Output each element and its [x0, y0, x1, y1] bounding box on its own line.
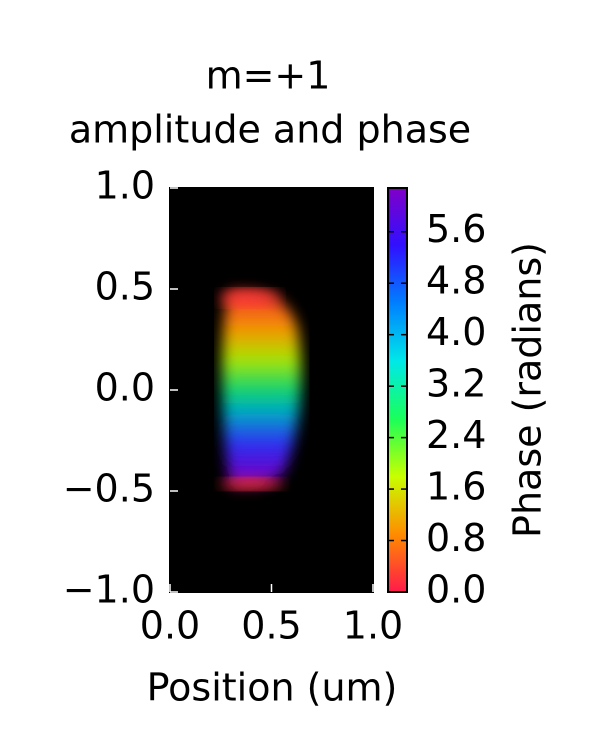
colorbar-tick-label: 0.0	[426, 568, 486, 612]
colorbar-label: Phase (radians)	[506, 242, 550, 538]
y-tick-label: 0.0	[95, 366, 155, 410]
colorbar-tick-label: 0.8	[426, 516, 486, 560]
colorbar	[387, 187, 408, 593]
x-tick-label: 0.0	[140, 604, 200, 648]
colorbar-tick-label: 1.6	[426, 465, 486, 509]
y-tick-label: 0.5	[95, 265, 155, 309]
chart-title: amplitude and phase	[69, 108, 471, 152]
x-tick-label: 0.5	[241, 604, 301, 648]
x-axis-label: Position (um)	[147, 666, 398, 710]
field-image	[220, 289, 302, 490]
colorbar-tick-label: 5.6	[426, 207, 486, 251]
y-tick-label: −0.5	[63, 467, 155, 511]
chart-title: m=+1	[206, 54, 331, 98]
colorbar-tick-label: 2.4	[426, 413, 486, 457]
colorbar-tick-label: 4.0	[426, 310, 486, 354]
colorbar-tick-label: 4.8	[426, 259, 486, 303]
y-tick-label: 1.0	[95, 164, 155, 208]
colorbar-tick-label: 3.2	[426, 362, 486, 406]
y-tick-label: −1.0	[63, 568, 155, 612]
x-tick-label: 1.0	[343, 604, 403, 648]
